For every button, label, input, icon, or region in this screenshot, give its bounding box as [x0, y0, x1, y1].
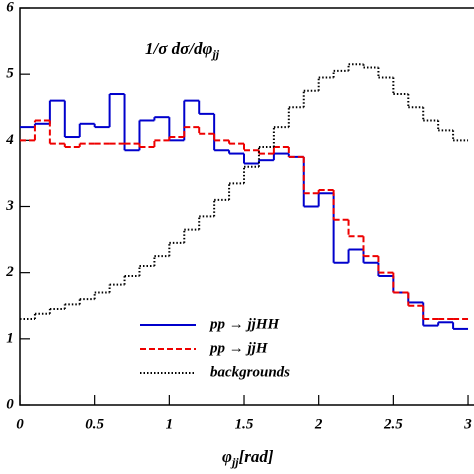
legend-label: pp → jjH [208, 340, 269, 356]
legend-label: pp → jjHH [208, 316, 281, 332]
x-tick-label: 3 [463, 416, 472, 432]
x-axis-label: φjj[rad] [222, 447, 274, 469]
x-label-after: [rad] [239, 447, 274, 466]
y-tick-label: 5 [6, 66, 14, 82]
annotation-text: 1/σ dσ/dφ [145, 39, 213, 58]
x-label-sub: jj [230, 455, 239, 469]
x-tick-label: 0 [16, 416, 24, 432]
x-label-text: φ [222, 447, 232, 466]
x-tick-label: 2.5 [383, 416, 403, 432]
x-tick-label: 1.5 [235, 416, 254, 432]
annotation: 1/σ dσ/dφjj [145, 39, 220, 61]
y-tick-label: 4 [5, 132, 14, 148]
y-tick-label: 3 [5, 198, 14, 214]
y-tick-label: 1 [6, 330, 14, 346]
annotation-sub: jj [210, 47, 219, 61]
x-tick-label: 0.5 [85, 416, 104, 432]
y-tick-label: 2 [5, 264, 14, 280]
y-tick-label: 0 [6, 396, 14, 412]
legend-label: backgrounds [210, 364, 290, 380]
x-tick-label: 1 [166, 416, 174, 432]
y-tick-label: 6 [6, 0, 14, 15]
x-tick-label: 2 [314, 416, 323, 432]
